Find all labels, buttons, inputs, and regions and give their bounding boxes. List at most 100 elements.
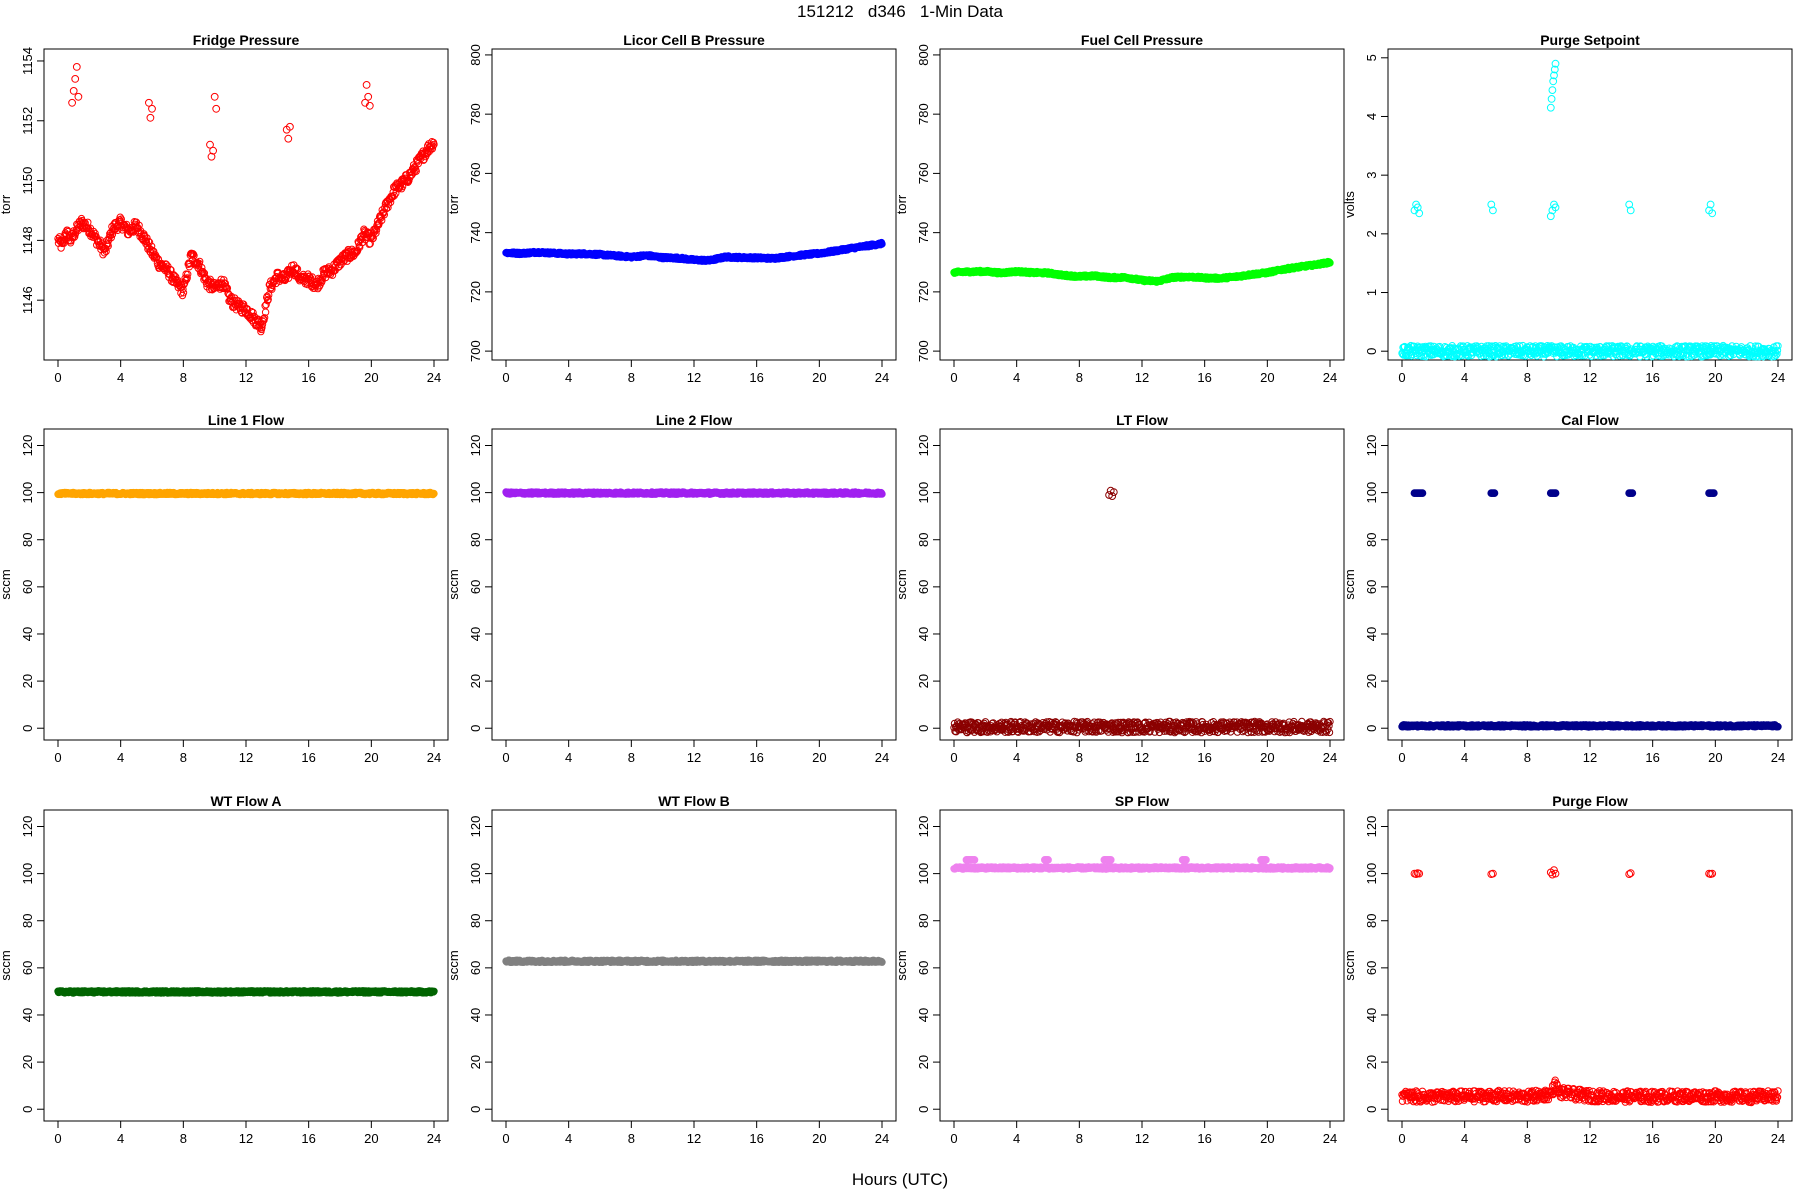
x-tick-label: 12 <box>687 370 701 385</box>
data-point <box>68 98 76 107</box>
data-point <box>430 140 438 149</box>
x-tick-label: 0 <box>950 370 957 385</box>
data-point <box>384 200 393 208</box>
y-tick-label: 740 <box>916 222 931 244</box>
data-point <box>258 320 267 329</box>
x-tick-label: 4 <box>1013 750 1020 765</box>
y-tick-label: 40 <box>468 627 483 641</box>
y-tick-label: 80 <box>468 533 483 547</box>
data-point <box>72 63 81 71</box>
data-point <box>221 279 230 288</box>
series-0 <box>950 257 1334 286</box>
panel-title: Purge Setpoint <box>1540 32 1640 48</box>
data-point <box>184 270 192 279</box>
data-point <box>412 167 420 175</box>
data-point <box>1448 352 1456 361</box>
panel-title: Fridge Pressure <box>193 32 300 48</box>
x-tick-label: 4 <box>117 750 124 765</box>
y-tick-label: 120 <box>20 435 35 457</box>
y-tick-label: 740 <box>468 222 483 244</box>
data-point <box>430 489 438 498</box>
data-point <box>1548 86 1557 94</box>
x-tick-label: 16 <box>749 370 763 385</box>
main-title: 151212 d346 1-Min Data <box>796 2 1004 21</box>
x-tick-label: 0 <box>502 750 509 765</box>
data-point <box>183 274 191 282</box>
x-tick-label: 4 <box>565 750 572 765</box>
y-tick-label: 700 <box>468 340 483 362</box>
data-point <box>1487 200 1496 209</box>
y-tick-label: 4 <box>1364 113 1379 120</box>
data-point <box>878 490 886 498</box>
data-point <box>249 308 257 317</box>
x-tick-label: 20 <box>1260 750 1274 765</box>
y-tick-label: 60 <box>916 580 931 594</box>
data-point <box>339 258 348 266</box>
y-tick-label: 1148 <box>20 226 35 254</box>
x-tick-label: 0 <box>54 750 61 765</box>
x-tick-label: 4 <box>117 370 124 385</box>
x-tick-label: 12 <box>1135 750 1149 765</box>
data-point <box>71 75 80 83</box>
data-point <box>284 134 293 143</box>
y-tick-label: 100 <box>20 482 35 504</box>
y-axis-label: sccm <box>446 569 461 599</box>
y-tick-label: 120 <box>916 435 931 457</box>
data-point <box>423 150 431 158</box>
data-point <box>318 274 327 282</box>
x-tick-label: 24 <box>1323 370 1337 385</box>
x-tick-label: 20 <box>364 750 378 765</box>
data-point <box>146 113 155 122</box>
data-point <box>210 92 219 101</box>
y-tick-label: 40 <box>20 627 35 641</box>
data-point <box>1489 206 1497 215</box>
y-tick-label: 100 <box>916 482 931 504</box>
data-points <box>950 486 1334 737</box>
data-point <box>1546 212 1555 221</box>
x-tick-label: 20 <box>1708 370 1722 385</box>
data-point <box>209 146 218 155</box>
data-point <box>260 314 269 322</box>
x-tick-label: 12 <box>687 750 701 765</box>
x-tick-label: 16 <box>1645 370 1659 385</box>
data-point <box>305 272 314 281</box>
y-tick-label: 120 <box>468 435 483 457</box>
data-point <box>382 204 391 213</box>
y-axis-label: torr <box>446 194 461 214</box>
data-point <box>365 101 374 110</box>
series-0 <box>54 488 438 499</box>
data-points <box>502 488 886 498</box>
data-point <box>334 263 342 271</box>
data-point <box>1413 203 1422 212</box>
x-tick-label: 24 <box>875 370 889 385</box>
data-point <box>1542 350 1550 358</box>
x-tick-label: 20 <box>812 750 826 765</box>
data-point <box>264 295 272 304</box>
plot-frame <box>43 428 449 741</box>
data-point <box>1499 343 1507 351</box>
y-tick-label: 0 <box>916 725 931 732</box>
data-point <box>293 265 302 273</box>
y-tick-label: 0 <box>1364 348 1379 355</box>
y-tick-label: 80 <box>916 533 931 547</box>
data-points <box>1398 59 1782 361</box>
y-tick-label: 20 <box>468 674 483 688</box>
data-point <box>1708 209 1717 218</box>
x-tick-label: 8 <box>1524 370 1531 385</box>
x-tick-label: 24 <box>1771 370 1785 385</box>
y-tick-label: 780 <box>468 103 483 125</box>
series-0 <box>1398 341 1782 361</box>
x-tick-label: 4 <box>1013 370 1020 385</box>
y-tick-label: 700 <box>916 340 931 362</box>
y-tick-label: 800 <box>916 44 931 66</box>
data-point <box>263 292 271 300</box>
x-tick-label: 4 <box>565 370 572 385</box>
plot-frame <box>491 48 897 361</box>
x-tick-label: 8 <box>1076 750 1083 765</box>
data-point <box>419 156 428 164</box>
plot-frame <box>939 48 1345 361</box>
